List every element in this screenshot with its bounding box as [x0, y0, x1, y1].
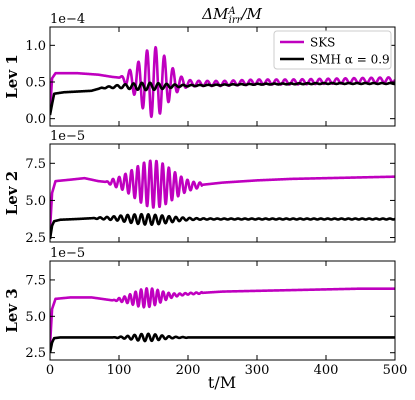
plot-frame — [49, 260, 396, 361]
series-line-smh-lev3 — [50, 332, 395, 353]
title-subscript: irr — [229, 15, 243, 26]
panel-1: 0.0 0.5 1.0 1e−4 Lev 1 SKS SMH α = 0.9 — [3, 12, 396, 127]
figure-title: ΔMA irr/M — [201, 5, 262, 26]
y-tick-label: 0.5 — [25, 76, 46, 91]
x-tick-label: 0 — [46, 363, 54, 378]
series-line-smh-lev2 — [50, 212, 395, 240]
x-tick-label: 300 — [245, 363, 270, 378]
y-axis-label: Lev 3 — [3, 288, 21, 332]
series-line-sks-lev1 — [50, 45, 395, 119]
title-superscript: A — [227, 6, 235, 17]
y-offset-label: 1e−5 — [50, 246, 85, 261]
plot-frame — [49, 26, 396, 127]
panel-3: 0 100 200 300 400 500 2.5 5.0 7.5 1e−5 Lev 3 — [3, 246, 407, 378]
x-tick-label: 200 — [176, 363, 201, 378]
panel-2: 2.5 5.0 7.5 1e−5 Lev 2 — [3, 129, 396, 246]
x-tick-label: 500 — [383, 363, 408, 378]
legend-label: SKS — [310, 36, 335, 50]
y-tick-label: 0.0 — [25, 112, 46, 127]
y-tick-label: 2.5 — [25, 346, 46, 361]
legend-label: SMH α = 0.9 — [310, 53, 390, 67]
plot-frame — [49, 143, 396, 243]
y-tick-label: 2.5 — [25, 231, 46, 246]
x-tick-label: 400 — [314, 363, 339, 378]
y-axis-label: Lev 2 — [3, 171, 21, 215]
x-axis-label: t/M — [208, 373, 236, 392]
series-line-sks-lev2 — [50, 159, 395, 231]
y-tick-label: 7.5 — [25, 273, 46, 288]
y-offset-label: 1e−4 — [50, 12, 85, 27]
series-line-smh-lev1 — [50, 81, 395, 116]
y-tick-label: 1.0 — [25, 39, 46, 54]
y-tick-label: 5.0 — [25, 310, 46, 325]
y-axis-label: Lev 1 — [3, 54, 21, 98]
legend: SKS SMH α = 0.9 — [273, 30, 392, 70]
x-tick-label: 100 — [107, 363, 132, 378]
y-tick-label: 5.0 — [25, 194, 46, 209]
y-tick-label: 7.5 — [25, 157, 46, 172]
y-offset-label: 1e−5 — [50, 129, 85, 144]
series-line-sks-lev3 — [50, 287, 395, 346]
